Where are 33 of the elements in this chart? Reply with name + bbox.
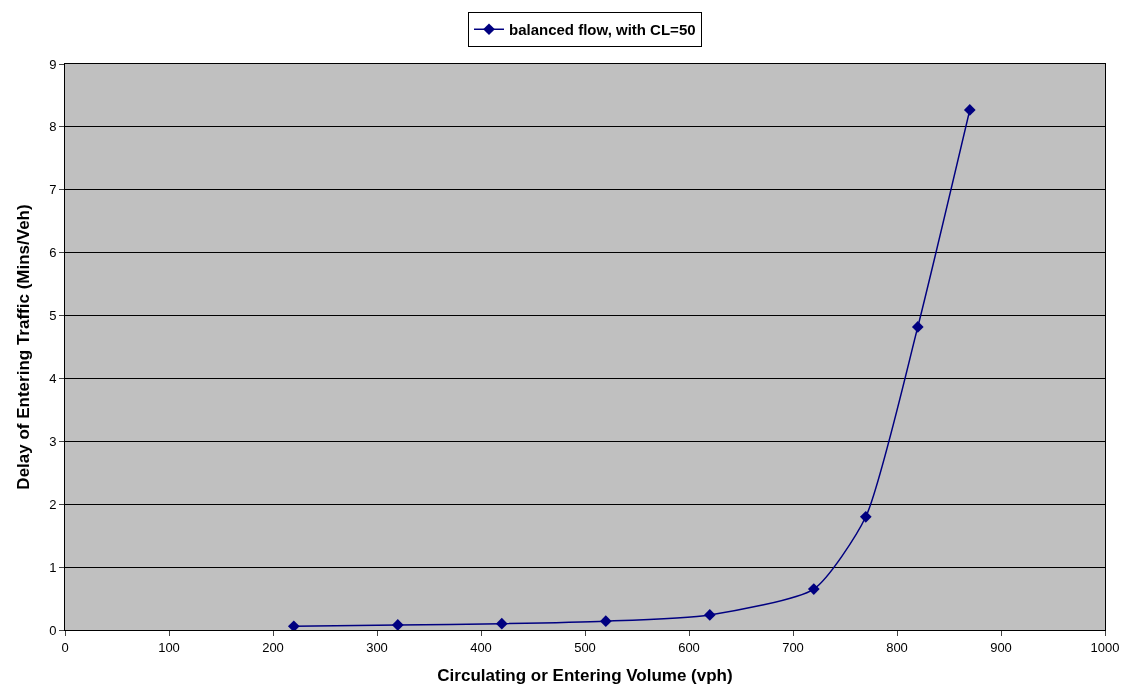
y-axis-title: Delay of Entering Traffic (Mins/Veh) bbox=[13, 204, 33, 490]
point bbox=[599, 615, 612, 628]
x-tick-label: 1000 bbox=[1090, 639, 1120, 655]
x-tick-label: 0 bbox=[61, 639, 69, 655]
point bbox=[963, 104, 976, 116]
y-tick-label: 6 bbox=[49, 245, 57, 261]
y-tick-label: 7 bbox=[49, 182, 57, 198]
y-tick-label: 8 bbox=[49, 119, 57, 135]
y-tick-label: 5 bbox=[49, 308, 57, 324]
x-tick-label: 600 bbox=[678, 639, 700, 655]
x-axis-title: Circulating or Entering Volume (vph) bbox=[437, 666, 733, 685]
legend-label: balanced flow, with CL=50 bbox=[509, 21, 696, 39]
x-tick-label: 300 bbox=[366, 639, 388, 655]
y-tick-label: 3 bbox=[49, 433, 57, 449]
point bbox=[859, 510, 872, 523]
point bbox=[495, 617, 508, 630]
x-tick-label: 100 bbox=[158, 639, 180, 655]
y-tick-label: 9 bbox=[49, 56, 57, 72]
x-tick-label: 400 bbox=[470, 639, 492, 655]
y-tick-label: 1 bbox=[49, 559, 57, 575]
x-tick-label: 700 bbox=[782, 639, 804, 655]
point bbox=[287, 620, 300, 630]
x-tick-label: 900 bbox=[990, 639, 1012, 655]
point bbox=[703, 609, 716, 621]
y-tick-label: 4 bbox=[49, 370, 57, 386]
x-tick-label: 200 bbox=[262, 639, 284, 655]
point bbox=[911, 321, 924, 333]
x-tick-label: 500 bbox=[574, 639, 596, 655]
y-tick-label: 0 bbox=[49, 622, 57, 638]
point bbox=[391, 619, 404, 630]
x-tick-label: 800 bbox=[886, 639, 908, 655]
point bbox=[807, 583, 820, 595]
y-tick-label: 2 bbox=[49, 496, 57, 512]
